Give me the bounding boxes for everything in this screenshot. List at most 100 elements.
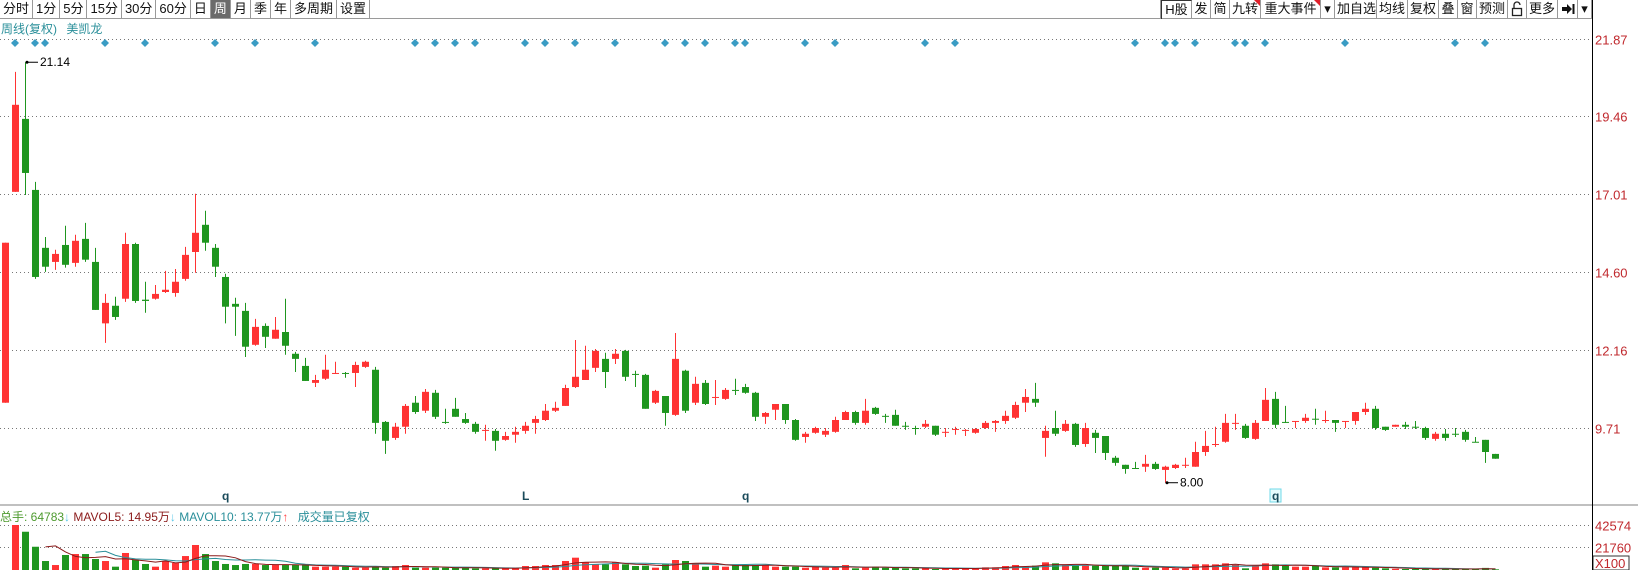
event-marker-diamond[interactable] bbox=[431, 39, 439, 47]
event-marker-diamond[interactable] bbox=[681, 39, 689, 47]
tab-period-6[interactable]: 日 bbox=[191, 0, 211, 18]
arrow-down-icon: ↓ bbox=[169, 510, 176, 524]
tool-button-9[interactable]: 叠 bbox=[1439, 0, 1458, 18]
tab-period-5[interactable]: 60分 bbox=[156, 0, 191, 18]
event-marker-diamond[interactable] bbox=[1161, 39, 1169, 47]
candle bbox=[402, 404, 409, 434]
event-marker-diamond[interactable] bbox=[31, 39, 39, 47]
volume-bar bbox=[892, 567, 899, 570]
volume-bar bbox=[82, 554, 89, 570]
volume-bar bbox=[132, 560, 139, 570]
candle-body bbox=[882, 415, 889, 417]
candle-body bbox=[412, 402, 419, 412]
tab-period-9[interactable]: 季 bbox=[251, 0, 271, 18]
event-marker-diamond[interactable] bbox=[701, 39, 709, 47]
event-marker-diamond[interactable] bbox=[731, 39, 739, 47]
event-marker-diamond[interactable] bbox=[41, 39, 49, 47]
event-marker-diamond[interactable] bbox=[1261, 39, 1269, 47]
event-marker-diamond[interactable] bbox=[951, 39, 959, 47]
tool-button-2[interactable]: 简 bbox=[1211, 0, 1230, 18]
candle-body bbox=[292, 353, 299, 359]
dropdown-icon[interactable]: ▾ bbox=[1321, 0, 1335, 18]
event-marker-diamond[interactable] bbox=[451, 39, 459, 47]
event-marker-diamond[interactable] bbox=[1231, 39, 1239, 47]
volume-bar bbox=[32, 546, 39, 570]
tab-period-4[interactable]: 30分 bbox=[122, 0, 157, 18]
bottom-mark-label[interactable]: q bbox=[222, 489, 229, 503]
event-marker-diamond[interactable] bbox=[1171, 39, 1179, 47]
tool-button-7[interactable]: 均线 bbox=[1377, 0, 1408, 18]
volume-bar bbox=[302, 565, 309, 570]
event-marker-diamond[interactable] bbox=[1451, 39, 1459, 47]
event-marker-diamond[interactable] bbox=[541, 39, 549, 47]
tool-button-6[interactable]: 加自选 bbox=[1337, 0, 1377, 18]
event-marker-diamond[interactable] bbox=[921, 39, 929, 47]
tab-period-8[interactable]: 月 bbox=[231, 0, 251, 18]
candle bbox=[1062, 420, 1069, 432]
tool-button-0[interactable]: H股 bbox=[1161, 0, 1192, 19]
tab-period-12[interactable]: 设置 bbox=[337, 0, 370, 18]
candle-body bbox=[1122, 464, 1129, 469]
event-marker-diamond[interactable] bbox=[101, 39, 109, 47]
candle bbox=[332, 361, 339, 374]
tool-button-11[interactable]: 预测 bbox=[1477, 0, 1508, 18]
bottom-mark-label[interactable]: q bbox=[742, 489, 749, 503]
tab-period-3[interactable]: 15分 bbox=[87, 0, 122, 18]
candle bbox=[1292, 420, 1299, 428]
event-marker-diamond[interactable] bbox=[11, 39, 19, 47]
event-marker-diamond[interactable] bbox=[251, 39, 259, 47]
candle-body bbox=[12, 104, 19, 192]
candle bbox=[232, 297, 239, 336]
tool-button-3[interactable]: 九转 bbox=[1230, 0, 1261, 18]
tool-button-13[interactable]: 更多 bbox=[1527, 0, 1558, 18]
tool-button-8[interactable]: 复权 bbox=[1408, 0, 1439, 18]
tool-button-4[interactable]: 重大事件 bbox=[1261, 0, 1321, 18]
event-marker-diamond[interactable] bbox=[521, 39, 529, 47]
candle bbox=[372, 366, 379, 434]
candle bbox=[1072, 422, 1079, 447]
event-marker-diamond[interactable] bbox=[1241, 39, 1249, 47]
tab-period-7[interactable]: 周 bbox=[210, 0, 231, 18]
candle bbox=[272, 316, 279, 339]
collapse-right-icon[interactable] bbox=[1558, 0, 1578, 18]
tab-period-11[interactable]: 多周期 bbox=[291, 0, 337, 18]
tool-button-10[interactable]: 窗 bbox=[1458, 0, 1477, 18]
candle bbox=[502, 431, 509, 441]
event-marker-diamond[interactable] bbox=[1481, 39, 1489, 47]
volume-bar bbox=[152, 566, 159, 570]
event-marker-diamond[interactable] bbox=[311, 39, 319, 47]
candle bbox=[1142, 454, 1149, 472]
event-marker-diamond[interactable] bbox=[571, 39, 579, 47]
event-marker-diamond[interactable] bbox=[411, 39, 419, 47]
event-marker-diamond[interactable] bbox=[831, 39, 839, 47]
tab-period-1[interactable]: 1分 bbox=[33, 0, 61, 18]
event-marker-diamond[interactable] bbox=[471, 39, 479, 47]
event-marker-diamond[interactable] bbox=[1131, 39, 1139, 47]
candle-body bbox=[802, 433, 809, 437]
tab-period-2[interactable]: 5分 bbox=[60, 0, 88, 18]
total-volume-label: 总手: bbox=[0, 510, 31, 524]
event-marker-diamond[interactable] bbox=[1191, 39, 1199, 47]
tab-period-0[interactable]: 分时 bbox=[0, 0, 34, 18]
event-marker-diamond[interactable] bbox=[211, 39, 219, 47]
candle bbox=[302, 357, 309, 381]
tab-period-10[interactable]: 年 bbox=[271, 0, 291, 18]
event-marker-diamond[interactable] bbox=[801, 39, 809, 47]
candle-body bbox=[692, 383, 699, 403]
event-marker-diamond[interactable] bbox=[141, 39, 149, 47]
volume-bar bbox=[392, 566, 399, 570]
volume-bar bbox=[372, 566, 379, 570]
bottom-mark-label[interactable]: L bbox=[522, 489, 529, 503]
tool-button-1[interactable]: 发 bbox=[1192, 0, 1211, 18]
unlock-icon[interactable] bbox=[1508, 0, 1527, 18]
candle-body bbox=[312, 380, 319, 383]
event-marker-diamond[interactable] bbox=[1341, 39, 1349, 47]
candle bbox=[1162, 465, 1169, 483]
candle-body bbox=[1132, 468, 1139, 469]
dropdown-icon[interactable]: ▾ bbox=[1578, 0, 1592, 18]
bottom-mark-label[interactable]: q bbox=[1272, 489, 1279, 503]
event-marker-diamond[interactable] bbox=[741, 39, 749, 47]
event-marker-diamond[interactable] bbox=[611, 39, 619, 47]
event-marker-diamond[interactable] bbox=[661, 39, 669, 47]
